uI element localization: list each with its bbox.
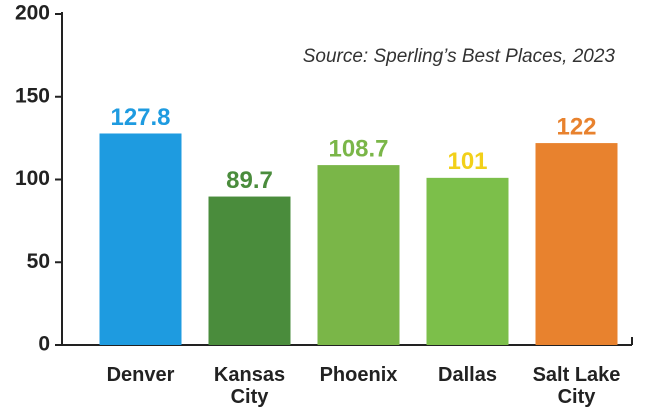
x-tick-label: Dallas <box>438 364 497 386</box>
y-tick-label: 50 <box>27 250 50 273</box>
bar <box>426 177 509 345</box>
y-tick-label: 150 <box>15 84 50 107</box>
value-label: 127.8 <box>110 104 170 131</box>
bar <box>535 143 618 345</box>
value-label: 108.7 <box>328 135 388 162</box>
x-tick-label: Phoenix <box>319 364 398 386</box>
value-label: 101 <box>447 148 487 175</box>
value-label: 122 <box>556 113 596 140</box>
y-tick-label: 200 <box>15 2 50 25</box>
bar <box>99 133 182 345</box>
y-tick-label: 100 <box>15 167 50 190</box>
x-tick-label: Kansas City <box>213 364 286 408</box>
bar <box>317 165 400 345</box>
bar <box>208 196 291 345</box>
y-tick-label: 0 <box>38 333 50 356</box>
value-label: 89.7 <box>226 167 273 194</box>
source-annotation: Source: Sperling’s Best Places, 2023 <box>303 46 616 67</box>
x-tick-label: Salt Lake City <box>532 364 621 408</box>
x-tick-label: Denver <box>106 364 175 386</box>
